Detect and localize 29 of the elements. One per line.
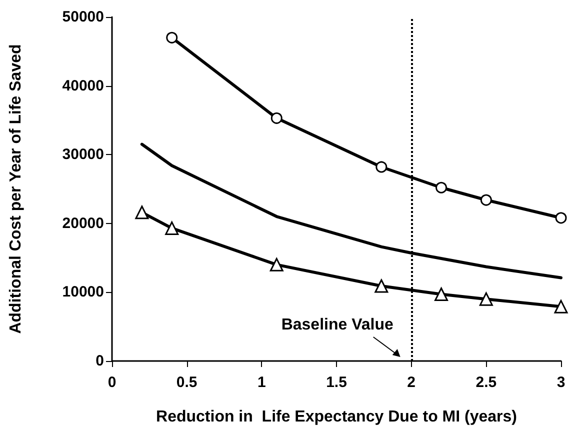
point [555,212,567,224]
point [480,194,492,206]
point [270,258,284,272]
ref-line-label: Baseline Value [281,316,394,334]
point [165,221,179,235]
point [166,32,178,44]
x-tick-label: 2.5 [476,374,497,391]
x-tick-label: 1.5 [326,374,347,391]
point [376,161,388,173]
x-axis-title: Reduction in Life Expectancy Due to MI (years) [156,408,517,426]
x-tick-label: 1 [257,374,266,391]
y-tick-label: 40000 [62,77,104,94]
y-axis-title: Additional Cost per Year of Life Saved [8,44,24,334]
y-tick-label: 30000 [62,146,104,164]
point [554,300,568,314]
point [374,279,388,293]
point [434,288,448,302]
point [270,112,282,124]
y-tick-label: 10000 [62,284,104,301]
y-tick-label: 50000 [62,8,104,26]
x-tick-label: 0 [108,374,116,391]
y-tick-label: 0 [96,352,104,370]
point [436,182,448,194]
point [479,292,493,306]
point [135,206,149,220]
y-tick-label: 20000 [62,214,104,232]
x-tick-label: 2 [407,374,416,391]
x-tick-label: 0.5 [176,374,198,391]
x-tick-label: 3 [556,374,566,391]
